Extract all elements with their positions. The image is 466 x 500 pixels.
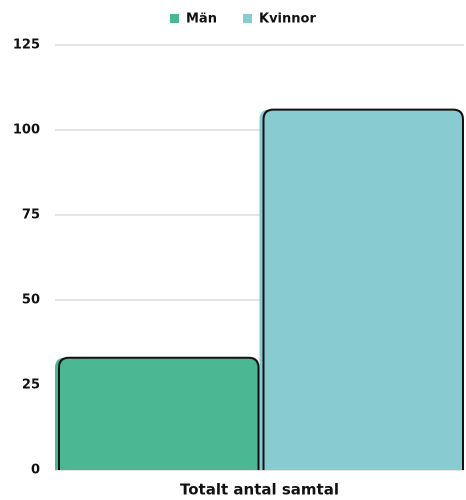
- y-tick-label: 0: [31, 463, 40, 478]
- y-tick-label: 125: [13, 38, 40, 53]
- bar: [55, 357, 259, 470]
- legend-label: Kvinnor: [259, 12, 316, 27]
- bar-outline: [58, 356, 260, 470]
- x-tick-label: Totalt antal samtal: [180, 481, 339, 499]
- y-tick-label: 50: [22, 293, 40, 308]
- y-tick-label: 25: [22, 378, 40, 393]
- y-tick-label: 75: [22, 208, 40, 223]
- y-tick-label: 100: [13, 123, 40, 138]
- legend-label: Män: [186, 12, 217, 27]
- bar: [259, 109, 463, 470]
- legend-swatch: [243, 14, 252, 23]
- bar-outline: [262, 108, 464, 470]
- legend-swatch: [170, 14, 179, 23]
